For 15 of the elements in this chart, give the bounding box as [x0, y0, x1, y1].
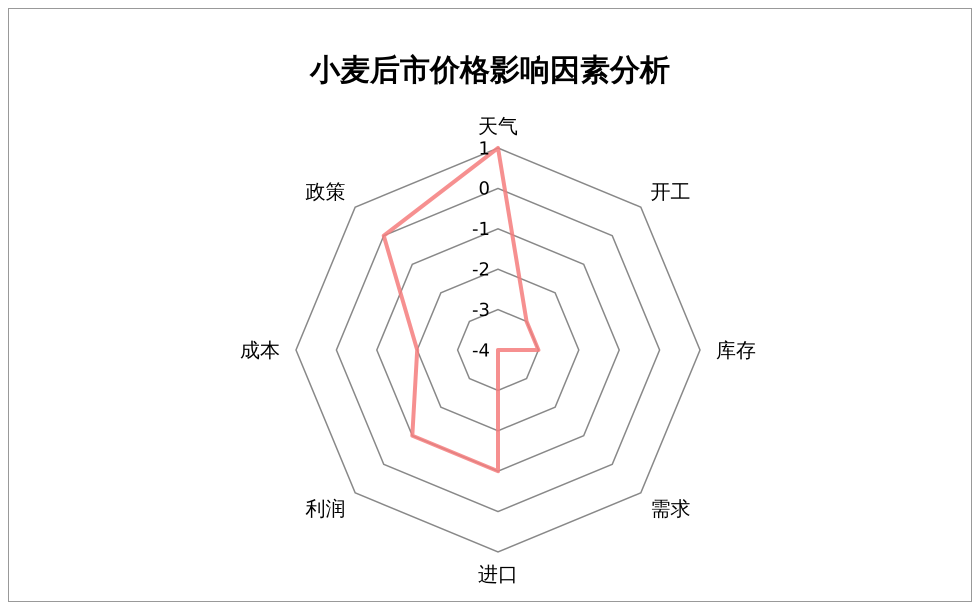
y-tick-label: -1	[472, 219, 490, 240]
y-tick-label: -3	[472, 300, 490, 321]
spoke-label: 成本	[240, 338, 280, 362]
spoke-label: 进口	[478, 562, 518, 586]
spoke-label: 库存	[716, 338, 756, 362]
spoke-label: 政策	[306, 180, 346, 204]
spoke-label: 利润	[306, 496, 346, 520]
y-tick-label: -2	[472, 260, 490, 280]
y-tick-label: 0	[478, 178, 490, 200]
chart-title: 小麦后市价格影响因素分析	[309, 53, 670, 88]
y-tick-label: 1	[478, 138, 490, 160]
y-tick-label: -4	[472, 340, 490, 362]
spoke-label: 天气	[478, 114, 518, 138]
spoke-label: 开工	[650, 180, 690, 204]
spoke-label: 需求	[650, 496, 690, 520]
